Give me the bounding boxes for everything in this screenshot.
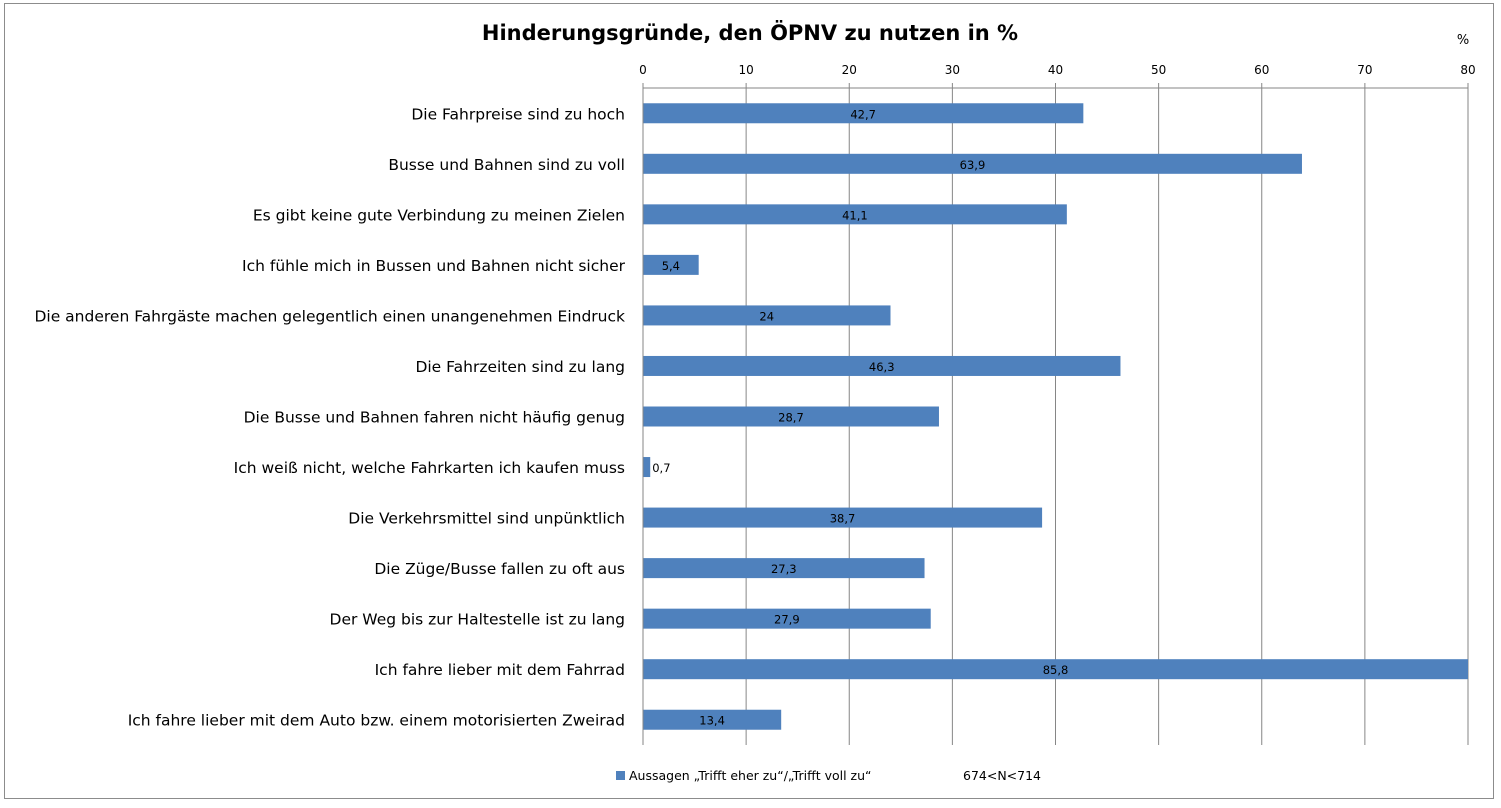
category-label: Es gibt keine gute Verbindung zu meinen …	[253, 206, 625, 224]
category-label: Ich weiß nicht, welche Fahrkarten ich ka…	[234, 459, 625, 477]
bar	[643, 103, 1084, 124]
bar	[643, 507, 1043, 528]
category-label: Ich fahre lieber mit dem Fahrrad	[375, 661, 625, 679]
category-label: Die Fahrpreise sind zu hoch	[411, 105, 625, 123]
category-label: Busse und Bahnen sind zu voll	[388, 156, 625, 174]
bar	[643, 558, 925, 579]
bar	[643, 457, 651, 478]
data-labels: 42,7 63,9 41,1 5,4 24 46,3 28,7 0,7 38,7 27,3 27,9…	[652, 107, 1068, 727]
data-label: 28,7	[778, 411, 804, 425]
category-label: Ich fahre lieber mit dem Auto bzw. einem…	[128, 712, 625, 730]
bar	[643, 659, 1468, 680]
category-label: Die anderen Fahrgäste machen gelegentlic…	[34, 307, 625, 325]
x-tick-label: 0	[639, 63, 647, 77]
bar	[643, 355, 1121, 376]
data-label: 38,7	[830, 512, 856, 526]
data-label: 27,9	[774, 613, 800, 627]
bar	[643, 406, 939, 427]
bars	[643, 103, 1468, 730]
data-label: 46,3	[869, 360, 895, 374]
category-label: Der Weg bis zur Haltestelle ist zu lang	[330, 611, 625, 629]
data-label: 41,1	[842, 208, 868, 222]
category-label: Ich fühle mich in Bussen und Bahnen nich…	[242, 257, 626, 275]
data-label: 85,8	[1043, 663, 1069, 677]
legend-swatch	[616, 771, 625, 780]
chart-title: Hinderungsgründe, den ÖPNV zu nutzen in …	[482, 20, 1018, 45]
category-label: Die Fahrzeiten sind zu lang	[415, 358, 625, 376]
x-tick-label: 40	[1048, 63, 1063, 77]
sample-size-note: 674<N<714	[963, 768, 1041, 783]
legend: Aussagen „Trifft eher zu“/„Trifft voll z…	[616, 768, 1041, 783]
legend-label: Aussagen „Trifft eher zu“/„Trifft voll z…	[629, 768, 872, 783]
category-label: Die Busse und Bahnen fahren nicht häufig…	[244, 409, 625, 427]
category-label: Die Züge/Busse fallen zu oft aus	[374, 560, 625, 578]
bar	[643, 709, 782, 730]
bar	[643, 254, 699, 275]
data-label: 5,4	[662, 259, 680, 273]
data-label: 42,7	[850, 107, 876, 121]
data-label: 63,9	[960, 158, 986, 172]
category-labels: Die Fahrpreise sind zu hoch Busse und Bah…	[34, 105, 625, 729]
x-tick-label: 50	[1151, 63, 1166, 77]
chart-frame	[4, 3, 1494, 799]
bar	[643, 305, 891, 326]
bar	[643, 153, 1302, 174]
x-tick-label: 30	[945, 63, 960, 77]
unit-label: %	[1457, 33, 1469, 48]
data-label: 24	[759, 309, 774, 323]
x-tick-label: 80	[1460, 63, 1475, 77]
x-tick-label: 70	[1357, 63, 1372, 77]
data-label: 27,3	[771, 562, 797, 576]
x-tick-label: 10	[738, 63, 753, 77]
data-label: 0,7	[652, 461, 670, 475]
category-label: Die Verkehrsmittel sind unpünktlich	[348, 510, 625, 528]
x-tick-label: 60	[1254, 63, 1269, 77]
x-tick-label: 20	[842, 63, 857, 77]
bar	[643, 608, 931, 629]
data-label: 13,4	[699, 714, 725, 728]
x-axis-ticks: 0 10 20 30 40 50 60 70 80	[639, 63, 1476, 88]
bar	[643, 204, 1067, 225]
